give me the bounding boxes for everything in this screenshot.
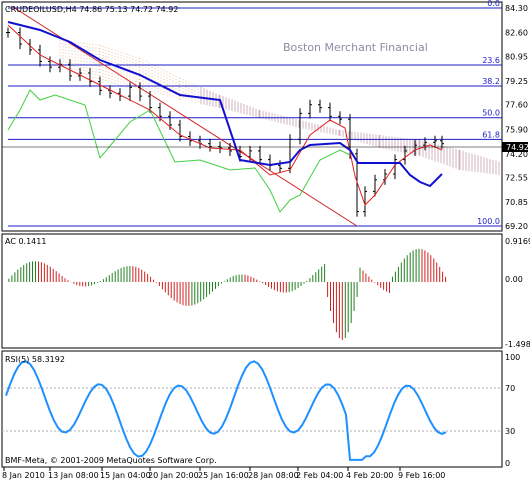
symbol-title: CRUDEOILUSD,H4 74.86 75.13 74.72 74.92 xyxy=(5,5,178,14)
main-pane[interactable] xyxy=(1,1,503,232)
rsi-tick-70: 70 xyxy=(505,384,515,393)
rsi-pane[interactable] xyxy=(1,350,503,468)
fib-level-label: 61.8 xyxy=(482,130,500,139)
fib-level-label: 38.2 xyxy=(482,77,500,86)
price-tick-label: 79.25 xyxy=(505,77,528,86)
time-axis-label: 8 Jan 2010 xyxy=(2,471,45,480)
ac-tick-zero: 0.00 xyxy=(505,275,523,284)
rsi-tick-30: 30 xyxy=(505,427,515,436)
rsi-tick-0: 0 xyxy=(505,459,510,468)
watermark-text: Boston Merchant Financial xyxy=(283,41,428,54)
time-axis-label: 4 Feb 20:00 xyxy=(346,471,393,480)
fib-level-label: 23.6 xyxy=(482,56,500,65)
time-axis-label: 25 Jan 16:00 xyxy=(198,471,249,480)
fibonacci-trend-line xyxy=(12,6,358,227)
time-axis-label: 2 Feb 04:00 xyxy=(296,471,343,480)
rsi-line xyxy=(5,360,447,461)
time-axis-label: 9 Feb 16:00 xyxy=(398,471,445,480)
price-axis: 84.30 82.60 80.95 79.25 77.60 75.90 74.20 72.55… xyxy=(505,4,528,231)
price-tick-label: 74.20 xyxy=(505,150,528,159)
price-tick-label: 82.60 xyxy=(505,29,528,38)
current-price-label: 74.92 xyxy=(506,143,529,152)
kijun-sen-line xyxy=(7,21,443,188)
fibonacci-levels: 0.0 23.6 38.2 50.0 61.8 100.0 xyxy=(8,0,502,227)
time-axis-label: 28 Jan 08:00 xyxy=(248,471,299,480)
chikou-span-line xyxy=(7,89,351,213)
time-axis-label: 20 Jan 20:00 xyxy=(148,471,199,480)
tenkan-sen-line xyxy=(7,24,443,206)
fib-level-label: 50.0 xyxy=(482,109,500,118)
price-tick-label: 69.20 xyxy=(505,222,528,231)
price-tick-label: 84.30 xyxy=(505,4,528,13)
price-tick-label: 75.90 xyxy=(505,125,528,134)
price-tick-label: 70.85 xyxy=(505,198,528,207)
copyright-text: BMF-Meta, © 2001-2009 MetaQuotes Softwar… xyxy=(5,456,217,465)
ac-tick-max: 0.9169 xyxy=(505,237,530,246)
ac-label: AC 0.1411 xyxy=(5,237,46,246)
current-price-marker xyxy=(502,142,528,152)
price-tick-label: 77.60 xyxy=(505,101,528,110)
ac-tick-min: -1.4981 xyxy=(505,340,530,349)
price-tick-label: 80.95 xyxy=(505,52,528,61)
time-axis-label: 13 Jan 08:00 xyxy=(48,471,99,480)
ichimoku-cloud xyxy=(59,40,500,175)
rsi-tick-100: 100 xyxy=(505,353,520,362)
price-tick-label: 72.55 xyxy=(505,174,528,183)
fib-level-label: 0.0 xyxy=(487,0,500,8)
rsi-label: RSI(5) 58.3192 xyxy=(5,355,65,364)
fib-level-label: 100.0 xyxy=(477,217,500,226)
time-axis-label: 15 Jan 04:00 xyxy=(100,471,151,480)
ac-histogram xyxy=(8,248,447,340)
ac-pane[interactable] xyxy=(1,233,503,349)
